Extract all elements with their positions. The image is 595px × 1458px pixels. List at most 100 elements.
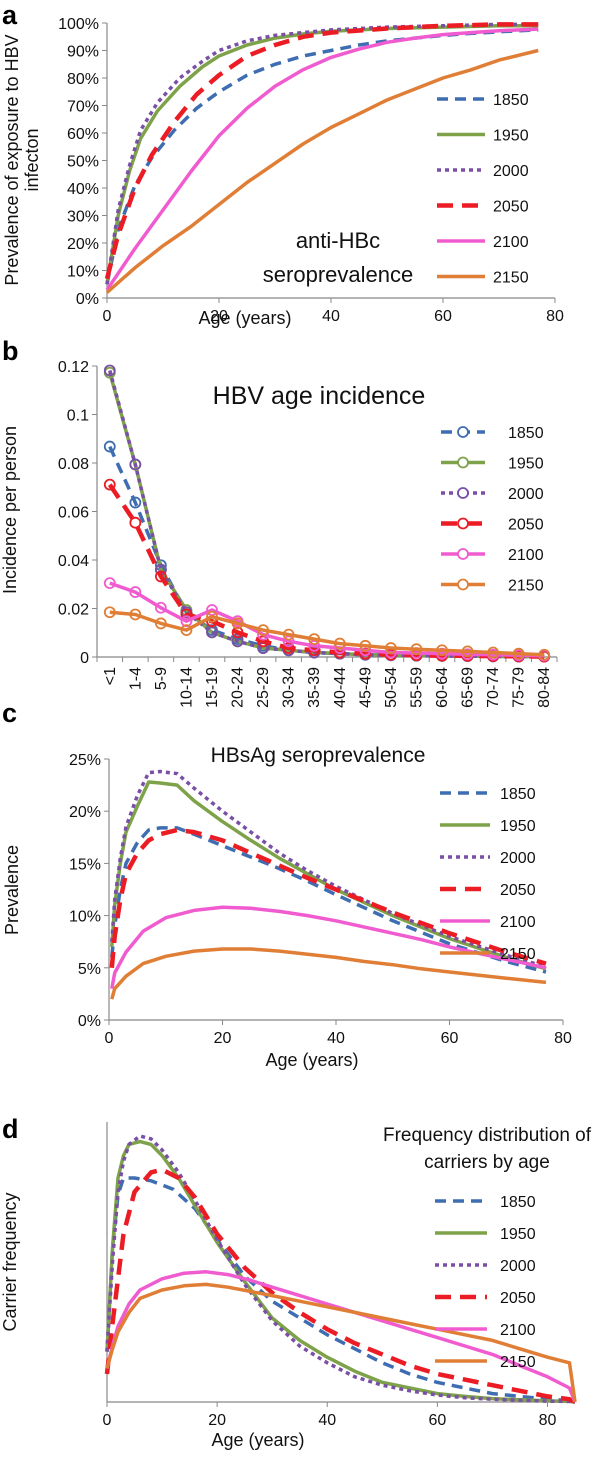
- x-category-label: <1: [102, 667, 119, 685]
- x-tick-label: 40: [318, 1412, 336, 1429]
- x-category-label: 15-19: [204, 667, 221, 708]
- x-category-label: 70-74: [485, 667, 502, 708]
- series-marker-2050: [154, 570, 167, 583]
- x-tick-label: 80: [539, 1412, 557, 1429]
- y-tick-label: 0.1: [67, 408, 89, 425]
- x-category-label: 1-4: [127, 667, 144, 690]
- legend-marker-2150: [457, 578, 469, 591]
- series-marker-2000: [129, 458, 142, 471]
- series-line-1950: [105, 24, 539, 285]
- y-tick-label: 70%: [67, 99, 99, 116]
- series-marker-1850: [103, 440, 116, 453]
- legend-marker-2100: [457, 548, 469, 560]
- series-marker-2150: [384, 642, 397, 654]
- x-tick-label: 20: [208, 1412, 226, 1429]
- y-tick-label: 90%: [67, 44, 99, 61]
- x-category-label: 30-34: [281, 667, 298, 708]
- legend-marker-2050: [457, 517, 469, 530]
- x-category-label: 65-69: [460, 667, 477, 708]
- x-tick-label: 40: [322, 308, 340, 325]
- y-axis-label: infecton: [22, 128, 42, 191]
- y-tick-label: 0.02: [58, 602, 89, 619]
- y-tick-label: 0.12: [58, 359, 89, 376]
- y-tick-label: 60%: [67, 126, 99, 143]
- chart-title: anti-HBc: [296, 228, 380, 253]
- x-tick-label: 0: [103, 1412, 112, 1429]
- legend-label: 1850: [500, 786, 536, 803]
- series-line-2150: [105, 48, 539, 294]
- y-tick-label: 20%: [69, 804, 101, 821]
- series-marker-2150: [512, 647, 525, 660]
- y-axis-label: Prevalence: [2, 845, 22, 935]
- y-axis-label: Incidence per person: [0, 426, 20, 594]
- legend-label: 1850: [508, 425, 544, 442]
- legend-label: 2150: [500, 946, 536, 963]
- x-tick-label: 60: [434, 308, 452, 325]
- series-marker-2150: [461, 645, 474, 658]
- series-line-2000: [105, 22, 539, 285]
- x-tick-label: 60: [441, 1030, 459, 1047]
- series-line-1850: [108, 445, 545, 659]
- series-line-2050: [104, 1167, 577, 1405]
- y-tick-label: 10%: [67, 264, 99, 281]
- x-axis-label: Age (years): [211, 1430, 304, 1450]
- y-axis-label: Prevalence of exposure to HBV: [2, 34, 22, 285]
- chart-title: seroprevalence: [263, 262, 413, 287]
- y-tick-label: 15%: [69, 856, 101, 873]
- y-tick-label: 0.04: [58, 553, 89, 570]
- y-tick-label: 0.06: [58, 505, 89, 522]
- x-category-label: 75-79: [511, 667, 528, 708]
- series-marker-2150: [180, 624, 193, 637]
- legend-label: 1950: [500, 818, 536, 835]
- panel-c: c 0% 5% 10% 15% 20% 25% 0 20 40 60 80 Age (years) Pre…: [2, 698, 572, 1070]
- series-marker-2100: [103, 577, 116, 590]
- legend-label: 1950: [493, 128, 529, 145]
- panel-letter: a: [2, 0, 18, 30]
- legend-label: 2050: [500, 882, 536, 899]
- legend-label: 2100: [493, 234, 529, 251]
- legend-label: 2150: [500, 1354, 536, 1371]
- series-line-2150: [105, 1282, 577, 1403]
- x-category-label: 40-44: [332, 667, 349, 708]
- series-marker-2150: [206, 610, 218, 623]
- series-line-2000: [110, 769, 547, 969]
- legend-label: 2000: [500, 1258, 536, 1275]
- legend-marker-1950: [457, 456, 469, 469]
- legend-label: 2100: [500, 1322, 536, 1339]
- y-tick-label: 0.08: [58, 456, 89, 473]
- legend-label: 2000: [493, 163, 529, 180]
- series-marker-2100: [180, 615, 193, 628]
- legend-label: 1850: [493, 92, 529, 109]
- series-line-2000: [105, 1134, 576, 1404]
- panel-letter: d: [2, 1114, 19, 1144]
- panel-letter: c: [2, 698, 17, 728]
- series-line-2100: [110, 905, 547, 990]
- legend-label: 1950: [500, 1226, 536, 1243]
- y-axis-label: Carrier frequency: [0, 1192, 20, 1331]
- chart-title: HBsAg seroprevalence: [211, 744, 426, 767]
- panel-letter: b: [2, 336, 19, 366]
- series-marker-2150: [257, 624, 270, 637]
- y-tick-label: 40%: [67, 181, 99, 198]
- series-marker-2150: [333, 637, 346, 650]
- y-tick-label: 25%: [69, 752, 101, 769]
- legend-label: 2050: [508, 517, 544, 534]
- legend-label: 2150: [508, 578, 544, 595]
- legend-label: 2100: [500, 914, 536, 931]
- x-category-label: 10-14: [178, 667, 195, 708]
- series-marker-2150: [410, 643, 423, 656]
- chart-title: Frequency distribution of: [383, 1125, 592, 1146]
- x-category-label: 5-9: [153, 667, 170, 690]
- x-tick-label: 40: [327, 1030, 345, 1047]
- legend-label: 2050: [493, 199, 529, 216]
- x-axis-label: Age (years): [265, 1050, 358, 1070]
- y-tick-label: 0%: [78, 1013, 101, 1030]
- series-marker-2150: [103, 606, 116, 619]
- x-category-label: 60-64: [434, 667, 451, 708]
- series-marker-2000: [206, 626, 218, 639]
- x-tick-label: 20: [210, 308, 228, 325]
- x-category-label: 45-49: [357, 667, 374, 708]
- x-category-label: 80-84: [536, 667, 553, 708]
- panel-a: a 0% 10% 20% 30% 40% 50% 60% 70% 80% 90% 100% 0 20 40 6…: [2, 0, 564, 328]
